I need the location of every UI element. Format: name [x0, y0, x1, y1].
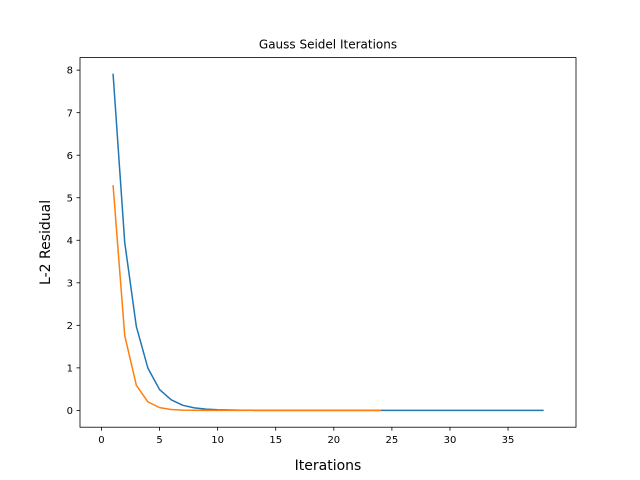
y-tick-label: 1	[67, 363, 73, 374]
y-tick-label: 5	[67, 193, 73, 204]
x-tick-label: 5	[156, 435, 162, 446]
y-axis-label: L-2 Residual	[38, 200, 54, 285]
y-tick-label: 7	[67, 108, 73, 119]
x-tick-label: 35	[502, 435, 515, 446]
x-tick-label: 25	[386, 435, 399, 446]
y-axis-ticks: 0 1 2 3 4 5 6 7 8	[67, 66, 80, 417]
x-tick-label: 30	[444, 435, 457, 446]
chart-title: Gauss Seidel Iterations	[259, 38, 397, 52]
x-axis-label: Iterations	[295, 458, 362, 474]
y-tick-label: 8	[67, 66, 73, 77]
y-tick-label: 0	[67, 406, 73, 417]
x-tick-label: 15	[269, 435, 282, 446]
y-tick-label: 3	[67, 278, 73, 289]
x-tick-label: 0	[98, 435, 104, 446]
y-tick-label: 4	[67, 236, 73, 247]
series-layer	[112, 73, 544, 412]
x-tick-label: 20	[327, 435, 340, 446]
y-tick-label: 2	[67, 321, 73, 332]
plot-frame	[79, 57, 577, 428]
y-tick-label: 6	[67, 151, 73, 162]
series-line-2	[112, 185, 382, 412]
x-axis-ticks: 0 5 10 15 20 25 30 35	[98, 427, 514, 446]
x-tick-label: 10	[211, 435, 224, 446]
